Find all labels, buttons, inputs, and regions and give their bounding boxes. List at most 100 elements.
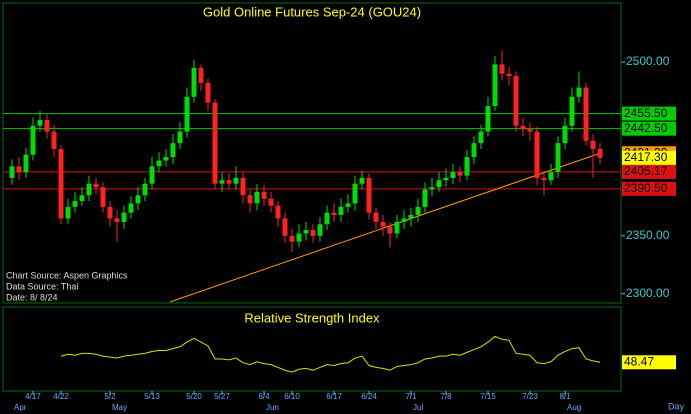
candle-body [310, 230, 316, 236]
x-tick-label: 4/22 [53, 392, 69, 401]
candle-body [212, 102, 218, 184]
candle-body [324, 212, 330, 225]
candle-body [457, 172, 463, 176]
candle-body [359, 177, 365, 184]
rsi-title: Relative Strength Index [244, 310, 380, 325]
month-label: Jun [266, 403, 279, 412]
candle-body [513, 75, 519, 126]
candle-body [30, 125, 36, 155]
candle-body [303, 230, 309, 234]
candle-body [422, 189, 428, 207]
x-tick-label: 6/24 [361, 392, 377, 401]
candle-body [23, 154, 29, 173]
x-tick-label: 5/13 [144, 392, 160, 401]
candle-body [478, 131, 484, 144]
price-tag-label: 2390.50 [624, 181, 668, 195]
candle-body [65, 206, 71, 219]
candle-body [247, 195, 253, 204]
candle-body [149, 166, 155, 184]
note: Data Source: Thai [6, 281, 78, 291]
candle-body [541, 177, 547, 181]
candle-body [492, 64, 498, 107]
month-label: Jul [413, 403, 423, 412]
candle-body [156, 160, 162, 167]
candle-body [464, 157, 470, 176]
candle-body [499, 64, 505, 74]
candle-body [205, 82, 211, 103]
candle-body [121, 212, 127, 222]
month-label: May [112, 403, 127, 412]
candle-body [240, 177, 246, 196]
x-tick-label: 6/10 [284, 392, 300, 401]
candle-body [9, 166, 15, 178]
x-tick-label: 5/27 [214, 392, 230, 401]
candle-body [373, 212, 379, 222]
x-unit: Day [668, 401, 685, 411]
note: Date: 8/ 8/24 [6, 292, 58, 302]
candle-body [380, 221, 386, 227]
candle-body [226, 180, 232, 184]
candle-body [429, 187, 435, 190]
candle-body [401, 218, 407, 222]
price-tag-label: 2455.50 [624, 106, 668, 120]
month-label: Apr [14, 403, 27, 412]
candle-body [219, 180, 225, 184]
candle-body [135, 195, 141, 204]
candle-body [548, 172, 554, 181]
candle-body [107, 206, 113, 219]
price-tag [622, 181, 676, 196]
month-label: Aug [567, 403, 581, 412]
candle-body [576, 87, 582, 97]
candle-body [520, 125, 526, 130]
price-tag [622, 164, 676, 179]
candle-body [184, 96, 190, 132]
price-panel [2, 2, 622, 304]
candle-body [471, 143, 477, 158]
candle-body [527, 129, 533, 132]
candle-body [72, 201, 78, 207]
x-tick-label: 6/4 [258, 392, 270, 401]
candle-body [436, 180, 442, 188]
candle-body [485, 106, 491, 132]
x-tick-label: 7/1 [405, 392, 417, 401]
rsi-panel [2, 306, 622, 392]
candle-body [254, 191, 260, 204]
x-tick-label: 8/1 [559, 392, 571, 401]
candle-body [366, 177, 372, 213]
candle-body [345, 203, 351, 207]
x-tick-label: 5/20 [186, 392, 202, 401]
candle-body [177, 131, 183, 144]
candle-body [128, 203, 134, 213]
candle-body [114, 218, 120, 222]
x-tick-label: 7/8 [440, 392, 452, 401]
candle-body [198, 67, 204, 83]
x-tick-label: 4/17 [25, 392, 41, 401]
x-tick-label: 6/17 [326, 392, 342, 401]
price-tag [622, 355, 676, 370]
candle-body [163, 157, 169, 161]
candle-body [16, 166, 22, 173]
y-tick-label: 2300.00 [626, 286, 670, 300]
candle-body [51, 131, 57, 149]
candle-body [569, 96, 575, 126]
candle-body [296, 233, 302, 242]
price-tag [622, 106, 676, 121]
candle-body [37, 119, 43, 126]
y-tick-label: 2500.00 [626, 54, 670, 68]
candle-body [331, 212, 337, 215]
candle-body [58, 148, 64, 219]
price-tag [622, 121, 676, 136]
candle-body [555, 143, 561, 173]
candle-body [86, 183, 92, 196]
candle-body [506, 73, 512, 76]
price-tag-label: 2442.50 [624, 121, 668, 135]
candle-body [415, 206, 421, 215]
x-tick-label: 5/2 [104, 392, 116, 401]
candle-body [590, 140, 596, 149]
candle-body [261, 191, 267, 199]
candle-body [282, 218, 288, 236]
price-tag-label: 2417.30 [624, 150, 668, 164]
candle-body [44, 119, 50, 132]
candle-body [233, 177, 239, 184]
